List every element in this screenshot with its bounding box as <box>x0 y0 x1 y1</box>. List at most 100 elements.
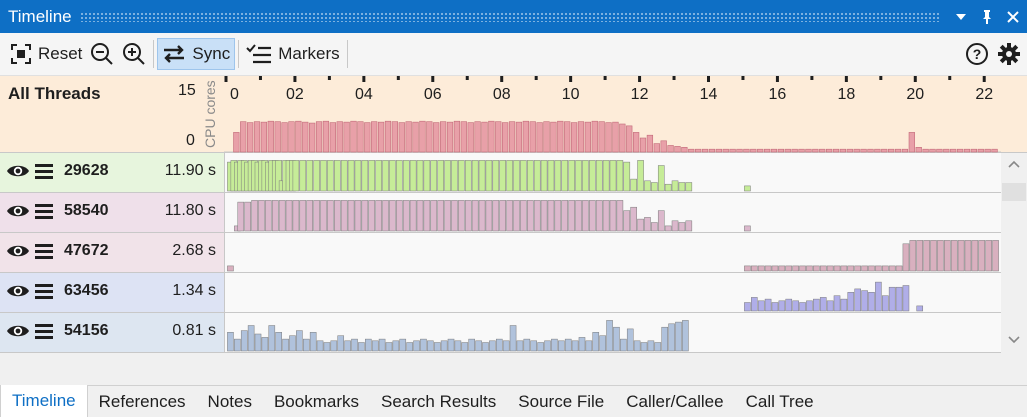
thread-bar <box>523 338 531 352</box>
thread-id: 47672 <box>64 242 109 259</box>
cpu-bar <box>832 148 840 153</box>
hamburger-menu-icon[interactable] <box>34 203 54 219</box>
thread-bar <box>564 338 572 352</box>
title-bar-grip[interactable] <box>79 11 941 22</box>
eye-icon[interactable] <box>6 243 30 259</box>
zoom-in-button[interactable] <box>118 38 150 70</box>
thread-bar <box>344 340 351 352</box>
thread-bar <box>423 160 431 192</box>
thread-bar <box>227 265 234 272</box>
thread-bar <box>902 243 910 272</box>
thread-bar <box>678 182 686 192</box>
tab-caller-callee[interactable]: Caller/Callee <box>626 392 724 411</box>
thread-bar <box>609 200 617 232</box>
thread-bar <box>916 240 924 272</box>
thread-bar <box>502 340 510 352</box>
thread-bar <box>937 240 944 272</box>
thread-row[interactable]: 54156 0.81 s <box>0 313 1001 353</box>
thread-bar <box>271 200 279 232</box>
scroll-down-icon[interactable] <box>1007 335 1021 345</box>
vertical-scrollbar[interactable] <box>1001 153 1027 353</box>
thread-bar <box>764 265 772 272</box>
all-threads-chart[interactable]: 0 02 04 06 08 10 12 14 16 18 20 22 <box>224 76 1001 153</box>
pin-icon[interactable] <box>975 5 999 29</box>
markers-button[interactable]: Markers <box>242 38 343 70</box>
thread-bar <box>392 340 400 352</box>
thread-row[interactable]: 58540 11.80 s <box>0 193 1001 233</box>
reset-button[interactable]: Reset <box>6 38 86 70</box>
thread-bar <box>744 265 751 272</box>
thread-row[interactable]: 29628 11.90 s <box>0 153 1001 193</box>
thread-bar <box>633 340 641 352</box>
thread-bar <box>682 320 689 352</box>
sync-button[interactable]: Sync <box>157 38 236 70</box>
cpu-bar <box>481 121 488 153</box>
chevron-down-icon[interactable] <box>949 5 973 29</box>
cpu-y-min: 0 <box>186 132 195 149</box>
eye-icon[interactable] <box>6 203 30 219</box>
eye-icon[interactable] <box>6 163 30 179</box>
thread-bar <box>854 288 861 312</box>
thread-bar <box>568 200 575 232</box>
thread-row[interactable]: 63456 1.34 s <box>0 273 1001 313</box>
thread-bar <box>296 330 303 352</box>
cpu-bar <box>309 122 316 153</box>
cpu-bar <box>288 121 295 153</box>
thread-bar <box>351 338 358 352</box>
cpu-bar <box>908 132 915 153</box>
thread-bar <box>602 200 610 232</box>
tab-call-tree[interactable]: Call Tree <box>745 392 814 411</box>
thread-bar <box>806 265 813 272</box>
thread-bar <box>371 340 379 352</box>
tab-bookmarks[interactable]: Bookmarks <box>273 392 359 411</box>
zoom-out-button[interactable] <box>86 38 118 70</box>
thread-bar <box>571 340 579 352</box>
x-tick-label: 02 <box>286 86 304 103</box>
cpu-bar <box>529 121 536 153</box>
thread-row[interactable]: 47672 2.68 s <box>0 233 1001 273</box>
thread-duration: 1.34 s <box>172 282 216 299</box>
toolbar-separator <box>238 40 240 68</box>
hamburger-menu-icon[interactable] <box>34 243 54 259</box>
thread-bar <box>568 160 575 192</box>
thread-bar <box>888 286 896 312</box>
tab-timeline[interactable]: Timeline <box>0 385 88 417</box>
thread-bar <box>854 265 861 272</box>
cpu-bar <box>791 148 798 153</box>
cpu-bar <box>846 148 853 153</box>
tab-notes[interactable]: Notes <box>207 392 252 411</box>
settings-button[interactable] <box>993 38 1025 70</box>
tab-source-file[interactable]: Source File <box>518 392 605 411</box>
cpu-bar <box>253 121 261 153</box>
thread-activity-chart[interactable] <box>225 273 1001 312</box>
thread-bar <box>813 298 820 312</box>
thread-label-cell: 63456 1.34 s <box>0 273 225 312</box>
close-icon[interactable] <box>1001 5 1025 29</box>
x-tick-label: 14 <box>700 86 718 103</box>
tab-references[interactable]: References <box>98 392 186 411</box>
thread-bar <box>354 200 362 232</box>
thread-bar <box>327 160 334 192</box>
thread-activity-chart[interactable] <box>225 233 1001 272</box>
thread-activity-chart[interactable] <box>225 313 1001 352</box>
eye-icon[interactable] <box>6 283 30 299</box>
help-button[interactable]: ? <box>961 38 993 70</box>
thread-activity-chart[interactable] <box>225 193 1001 232</box>
thread-bar <box>485 200 493 232</box>
thread-bar <box>833 295 841 312</box>
thread-activity-chart[interactable] <box>225 153 1001 192</box>
cpu-bar <box>770 148 778 153</box>
scroll-up-icon[interactable] <box>1007 159 1021 169</box>
scrollbar-thumb[interactable] <box>1002 183 1026 201</box>
cpu-axis-label-box: CPU cores <box>198 80 222 152</box>
hamburger-menu-icon[interactable] <box>34 283 54 299</box>
cpu-bar <box>901 148 909 153</box>
hamburger-menu-icon[interactable] <box>34 163 54 179</box>
cpu-bar <box>495 121 502 153</box>
eye-icon[interactable] <box>6 323 30 339</box>
thread-bar <box>751 297 758 312</box>
thread-bar <box>420 338 427 352</box>
tab-search-results[interactable]: Search Results <box>381 392 497 411</box>
hamburger-menu-icon[interactable] <box>34 323 54 339</box>
thread-bar <box>261 337 269 352</box>
